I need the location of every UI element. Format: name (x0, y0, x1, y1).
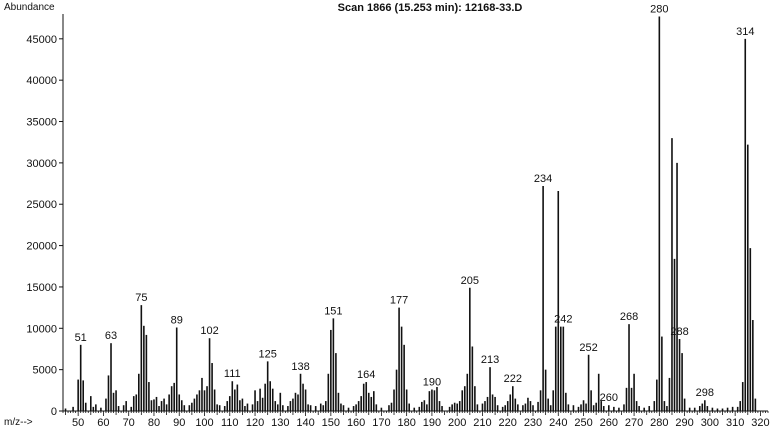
y-axis-label: Abundance (4, 2, 55, 13)
x-tick-label: 320 (751, 417, 769, 429)
peak-label: 242 (554, 314, 572, 326)
x-tick-label: 80 (148, 417, 160, 429)
peak-labels: 51 63 75 89 102 111 125 138 151 164 177 190 205 213 22… (75, 3, 755, 404)
y-tick-label: 20000 (26, 241, 57, 253)
chart-title: Scan 1866 (15.253 min): 12168-33.D (338, 2, 523, 14)
x-tick-label: 270 (625, 417, 643, 429)
y-axis-ticks: 0 5000 10000 15000 20000 25000 30000 35000 40000… (26, 34, 63, 418)
x-tick-label: 180 (397, 417, 415, 429)
peak-label: 177 (390, 295, 408, 307)
x-tick-label: 300 (701, 417, 719, 429)
x-tick-label: 280 (650, 417, 668, 429)
x-tick-label: 230 (524, 417, 542, 429)
x-tick-label: 200 (448, 417, 466, 429)
peak-label: 252 (579, 342, 597, 354)
peak-label: 280 (650, 3, 668, 15)
x-tick-label: 150 (322, 417, 340, 429)
peak-label: 164 (357, 369, 375, 381)
peak-label: 51 (75, 332, 87, 344)
x-tick-label: 170 (372, 417, 390, 429)
x-tick-label: 100 (195, 417, 213, 429)
peak-label: 89 (171, 314, 183, 326)
x-tick-label: 260 (600, 417, 618, 429)
peak-label: 102 (200, 325, 218, 337)
x-tick-label: 290 (675, 417, 693, 429)
y-tick-label: 40000 (26, 75, 57, 87)
y-tick-label: 45000 (26, 34, 57, 46)
peak-label: 190 (423, 376, 441, 388)
y-tick-label: 35000 (26, 117, 57, 129)
x-tick-label: 240 (549, 417, 567, 429)
x-tick-label: 160 (347, 417, 365, 429)
x-tick-label: 130 (271, 417, 289, 429)
y-tick-label: 30000 (26, 158, 57, 170)
x-tick-label: 220 (499, 417, 517, 429)
peak-label: 138 (291, 361, 309, 373)
x-tick-label: 90 (173, 417, 185, 429)
x-tick-label: 110 (221, 417, 239, 429)
y-tick-label: 0 (51, 406, 57, 418)
peak-label: 125 (258, 348, 276, 360)
y-tick-label: 25000 (26, 199, 57, 211)
y-tick-label: 5000 (33, 365, 57, 377)
x-tick-label: 190 (423, 417, 441, 429)
x-tick-label: 120 (246, 417, 264, 429)
peak-label: 205 (461, 275, 479, 287)
y-tick-label: 15000 (26, 282, 57, 294)
peak-label: 234 (534, 173, 552, 185)
x-tick-label: 70 (123, 417, 135, 429)
peak-label: 222 (504, 373, 522, 385)
peak-label: 213 (481, 354, 499, 366)
x-tick-label: 250 (574, 417, 592, 429)
peak-label: 268 (620, 311, 638, 323)
x-tick-label: 210 (473, 417, 491, 429)
x-tick-label: 60 (97, 417, 109, 429)
x-tick-label: 310 (726, 417, 744, 429)
x-axis-ticks: 50 60 70 80 90 100 110 120 130 140 150 160 170 180 190… (62, 411, 770, 429)
peak-label: 63 (105, 330, 117, 342)
peak-label: 288 (670, 326, 688, 338)
spectrum-peaks (64, 16, 757, 411)
x-tick-label: 50 (72, 417, 84, 429)
peak-label: 75 (135, 292, 147, 304)
peak-label: 111 (224, 368, 241, 380)
peak-label: 151 (324, 305, 342, 317)
peak-label: 298 (696, 387, 714, 399)
x-tick-label: 140 (296, 417, 314, 429)
x-axis-label: m/z--> (4, 417, 33, 428)
peak-label: 314 (736, 26, 754, 38)
y-tick-label: 10000 (26, 323, 57, 335)
peak-label: 260 (600, 392, 618, 404)
